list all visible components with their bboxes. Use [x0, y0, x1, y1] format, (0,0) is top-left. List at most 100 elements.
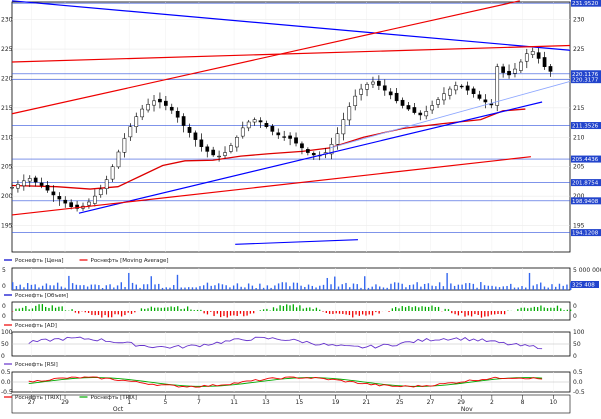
ad-bar	[29, 309, 30, 311]
candle-body	[478, 95, 481, 99]
volume-bar	[424, 284, 425, 290]
volume-bar	[394, 282, 395, 290]
ad-bar	[246, 311, 247, 316]
ad-bar	[144, 309, 145, 311]
ad-bar	[190, 310, 191, 311]
volume-bar	[334, 277, 335, 290]
ad-bar	[134, 311, 135, 312]
price-tag-label: 220.3177	[572, 78, 599, 84]
volume-bar	[338, 287, 339, 290]
x-tick-label: 5	[164, 399, 168, 406]
ad-bar	[557, 306, 558, 311]
volume-bar	[469, 283, 470, 290]
volume-bar	[289, 286, 290, 290]
volume-bar	[244, 287, 245, 290]
volume-bar	[439, 282, 440, 290]
ad-bar	[227, 311, 228, 317]
price-tag-label: 201.8754	[572, 181, 599, 187]
ad-bar	[180, 309, 181, 311]
volume-bar	[23, 287, 24, 290]
candle-body	[395, 93, 398, 101]
candle-body	[413, 107, 416, 112]
ad-bar	[293, 304, 294, 311]
volume-bar	[136, 285, 137, 290]
candle-body	[223, 153, 226, 156]
candle-body	[123, 138, 126, 152]
volume-bar	[364, 276, 365, 290]
ad-bar	[421, 306, 422, 311]
ad-bar	[544, 307, 545, 311]
x-month-label: Nov	[461, 406, 473, 413]
volume-tag-label: 325 408	[572, 283, 595, 289]
volume-bar	[476, 288, 477, 290]
volume-bar	[83, 285, 84, 290]
ad-tick-left: 0	[2, 313, 6, 320]
trix-tick-right: 0.0	[573, 379, 583, 386]
x-tick-label: 27	[427, 399, 435, 406]
candle-body	[383, 86, 386, 91]
volume-bar	[121, 282, 122, 290]
price-tick-label-left: 210	[1, 134, 13, 141]
ad-bar	[184, 309, 185, 311]
ad-bar	[114, 311, 115, 314]
volume-bar	[177, 275, 178, 290]
volume-bar	[143, 284, 144, 290]
volume-bar	[544, 287, 545, 290]
volume-bar	[323, 285, 324, 290]
rsi-tick-left: 50	[1, 341, 9, 348]
ad-bar	[207, 311, 208, 314]
price-tick-label-right: 230	[573, 17, 585, 24]
volume-bar	[458, 285, 459, 290]
volume-bar	[503, 286, 504, 290]
volume-bar	[390, 284, 391, 290]
x-tick-label: 27	[28, 399, 36, 406]
ad-bar	[164, 308, 165, 311]
ad-bar	[250, 311, 251, 314]
candle-body	[10, 187, 13, 188]
volume-bar	[192, 287, 193, 290]
candle-body	[543, 57, 546, 66]
ad-bar	[104, 311, 105, 315]
ad-bar	[540, 306, 541, 311]
trix-tick-left: -0.5	[1, 389, 13, 396]
candle-body	[93, 196, 96, 203]
volume-bar	[443, 286, 444, 290]
price-tick-label-left: 215	[1, 105, 13, 112]
volume-bar	[278, 283, 279, 290]
ad-tick-right: 0	[573, 313, 577, 320]
ad-bar	[342, 311, 343, 314]
volume-bar	[91, 285, 92, 290]
ad-bar	[352, 311, 353, 317]
volume-bar	[319, 286, 320, 290]
volume-bar	[473, 284, 474, 290]
volume-bar	[128, 273, 129, 290]
volume-bar	[398, 283, 399, 290]
ad-bar	[260, 310, 261, 311]
candle-body	[348, 107, 351, 120]
price-tag-label: 194.1208	[572, 231, 599, 237]
ad-bar	[517, 309, 518, 311]
price-tick-label-left: 200	[1, 193, 13, 200]
volume-bar	[461, 285, 462, 290]
volume-bar	[102, 288, 103, 290]
candle-body	[365, 84, 368, 89]
ad-bar	[405, 307, 406, 311]
volume-bar	[19, 285, 20, 290]
ad-bar	[42, 304, 43, 311]
rsi-tick-left: 100	[1, 329, 13, 336]
candle-body	[200, 140, 203, 147]
ad-bar	[303, 309, 304, 311]
volume-bar	[210, 286, 211, 290]
volume-bar	[252, 286, 253, 290]
candle-body	[454, 86, 457, 90]
candle-body	[40, 183, 43, 186]
ad-bar	[560, 308, 561, 311]
ad-bar	[428, 307, 429, 311]
ad-bar	[306, 308, 307, 311]
ad-tick-right: 0	[573, 303, 577, 310]
ad-bar	[332, 311, 333, 314]
candle-body	[389, 92, 392, 95]
ad-bar	[339, 311, 340, 314]
volume-bar	[330, 284, 331, 290]
candle-body	[496, 67, 499, 106]
